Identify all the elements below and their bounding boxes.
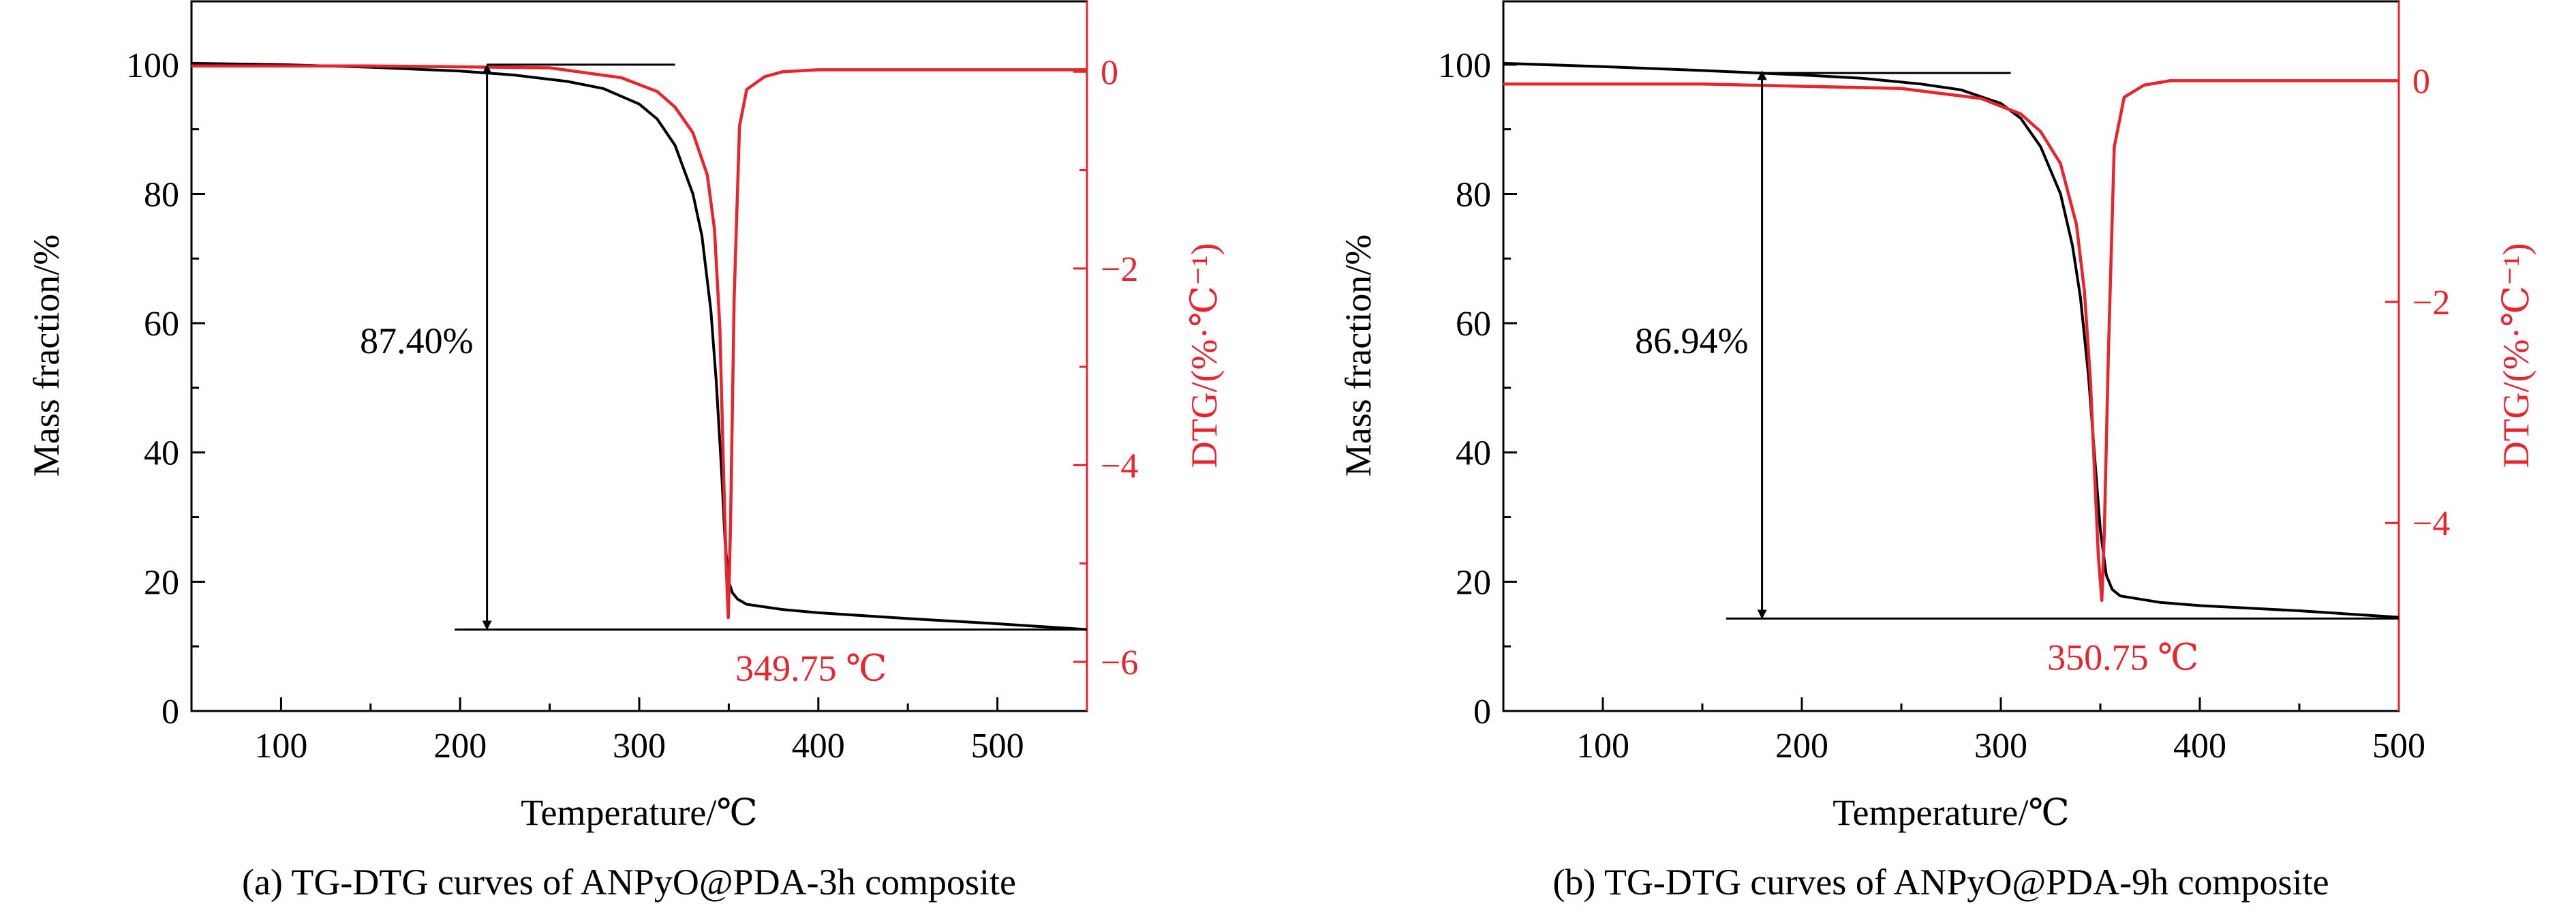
peak-temperature-label: 350.75 ℃ xyxy=(2047,637,2198,678)
y-axis-left: 0 20 40 60 80 100 xyxy=(126,46,205,731)
y2-tick-label: 0 xyxy=(1101,53,1118,92)
y-tick-label: 100 xyxy=(126,46,179,85)
y-tick-label: 40 xyxy=(1456,434,1491,473)
dtg-curve xyxy=(1503,79,2399,603)
y-tick-label: 80 xyxy=(1456,175,1491,214)
y-tick-label: 80 xyxy=(144,175,179,214)
y2-tick-label: −2 xyxy=(2412,284,2450,322)
annotations xyxy=(455,63,1087,631)
x-tick-label: 200 xyxy=(433,727,487,766)
y-tick-label: 20 xyxy=(144,563,179,602)
y-axis-right: −6 −4 −2 0 xyxy=(1073,1,1138,711)
x-tick-label: 100 xyxy=(254,727,307,766)
panel-caption: (b) TG-DTG curves of ANPyO@PDA-9h compos… xyxy=(1552,862,2329,903)
tg-curve xyxy=(191,61,1088,631)
y2-tick-label: −2 xyxy=(1101,250,1138,289)
mass-loss-label: 86.94% xyxy=(1635,320,1748,361)
plot-frame xyxy=(190,0,1088,712)
panel-caption: (a) TG-DTG curves of ANPyO@PDA-3h compos… xyxy=(242,862,1016,903)
mass-loss-label: 87.40% xyxy=(360,320,473,361)
y-tick-label: 60 xyxy=(1456,305,1491,344)
x-tick-label: 200 xyxy=(1775,727,1828,766)
y-tick-label: 40 xyxy=(144,434,179,473)
y2-axis-label: DTG/(%·℃⁻¹) xyxy=(2496,243,2536,468)
y-axis-label: Mass fraction/% xyxy=(1338,234,1379,476)
y2-tick-label: −6 xyxy=(1101,644,1138,682)
x-axis: 100 200 300 400 500 xyxy=(1502,697,2425,766)
tg-curve xyxy=(1503,61,2399,619)
x-axis-label: Temperature/℃ xyxy=(1833,792,2069,833)
series-group xyxy=(1503,61,2399,619)
chart-panel-a: 100 200 300 400 500 0 20 40 60 80 100 −6 −4 −2 0 Tem… xyxy=(26,0,1225,903)
y-axis-left: 0 20 40 60 80 100 xyxy=(1438,46,1517,731)
x-axis: 100 200 300 400 500 xyxy=(190,697,1088,766)
y-tick-label: 20 xyxy=(1456,563,1491,602)
y-tick-label: 100 xyxy=(1438,46,1491,85)
y-tick-label: 0 xyxy=(1473,693,1491,731)
dtg-curve xyxy=(191,64,1087,620)
y2-axis-label: DTG/(%·℃⁻¹) xyxy=(1184,243,1225,468)
x-tick-label: 400 xyxy=(792,727,845,766)
annotations xyxy=(1726,70,2399,620)
x-tick-label: 100 xyxy=(1576,727,1629,766)
y-tick-label: 0 xyxy=(162,693,179,731)
y-axis-label: Mass fraction/% xyxy=(26,234,67,476)
y2-tick-label: −4 xyxy=(2412,504,2450,543)
x-tick-label: 300 xyxy=(1974,727,2027,766)
y2-tick-label: 0 xyxy=(2412,62,2430,101)
peak-temperature-label: 349.75 ℃ xyxy=(735,648,887,689)
chart-panel-b: 100 200 300 400 500 0 20 40 60 80 100 −4 −2 0 Tempe… xyxy=(1338,0,2536,903)
x-axis-label: Temperature/℃ xyxy=(521,792,757,833)
y-axis-right: −4 −2 0 xyxy=(2385,1,2450,711)
series-group xyxy=(191,61,1088,631)
x-tick-label: 500 xyxy=(971,727,1024,766)
y-tick-label: 60 xyxy=(144,305,179,344)
y2-tick-label: −4 xyxy=(1101,447,1138,485)
x-tick-label: 300 xyxy=(613,727,666,766)
x-tick-label: 400 xyxy=(2173,727,2226,766)
x-tick-label: 500 xyxy=(2372,727,2425,766)
